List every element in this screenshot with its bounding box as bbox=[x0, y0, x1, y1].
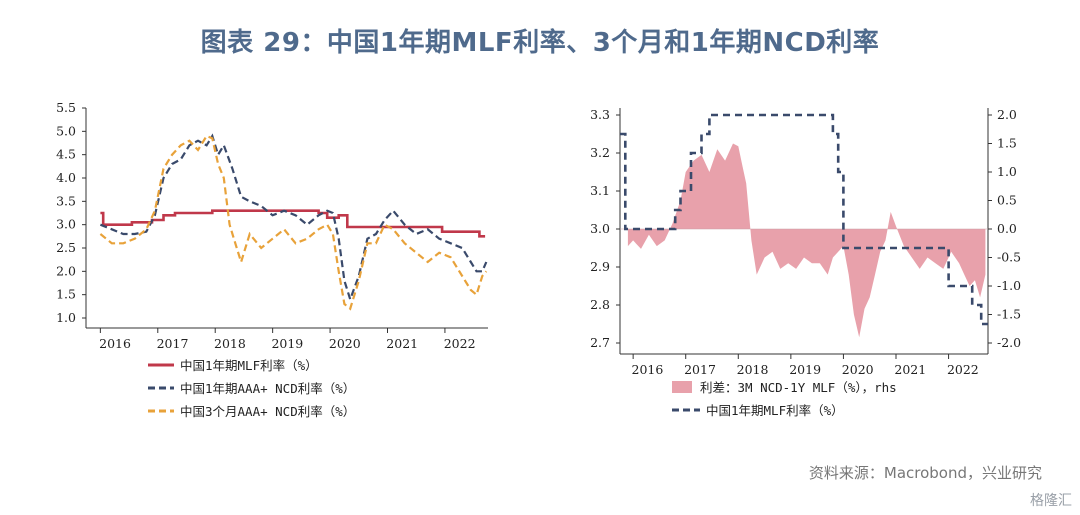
left-ytick-label: 3.5 bbox=[56, 193, 76, 208]
right-y2tick-label: -1.5 bbox=[997, 307, 1021, 322]
right-y2tick-label: 0.5 bbox=[997, 193, 1017, 208]
right-xtick-label: 2020 bbox=[842, 362, 874, 377]
left-legend-label-1: 中国1年期AAA+ NCD利率（%） bbox=[180, 381, 355, 396]
left-xtick-label: 2021 bbox=[386, 336, 418, 351]
right-ytick-label: 3.2 bbox=[590, 145, 610, 160]
left-legend-label-0: 中国1年期MLF利率（%） bbox=[180, 358, 318, 373]
right-legend-swatch-0 bbox=[672, 381, 692, 393]
left-xtick-label: 2017 bbox=[157, 336, 189, 351]
right-xtick-label: 2021 bbox=[894, 362, 926, 377]
right-xtick-label: 2019 bbox=[789, 362, 821, 377]
left-ytick-label: 3.0 bbox=[56, 217, 76, 232]
left-xtick-label: 2018 bbox=[214, 336, 246, 351]
left-ytick-label: 4.0 bbox=[56, 170, 76, 185]
right-y2tick-label: -1.0 bbox=[997, 278, 1021, 293]
right-legend-label-0: 利差：3M NCD-1Y MLF（%），rhs bbox=[700, 380, 897, 395]
right-y2tick-label: 0.0 bbox=[997, 221, 1017, 236]
right-ytick-label: 3.0 bbox=[590, 221, 610, 236]
right-ytick-label: 3.1 bbox=[590, 183, 610, 198]
left-ytick-label: 1.0 bbox=[56, 310, 76, 325]
left-ytick-label: 5.5 bbox=[56, 100, 76, 115]
left-xtick-label: 2016 bbox=[99, 336, 131, 351]
right-y2tick-label: -0.5 bbox=[997, 250, 1021, 265]
right-legend-label-1: 中国1年期MLF利率（%） bbox=[706, 403, 844, 418]
page-title: 图表 29：中国1年期MLF利率、3个月和1年期NCD利率 bbox=[200, 28, 880, 58]
left-ytick-label: 2.0 bbox=[56, 263, 76, 278]
right-y2tick-label: 2.0 bbox=[997, 107, 1017, 122]
right-xtick-label: 2017 bbox=[684, 362, 716, 377]
left-ytick-label: 4.5 bbox=[56, 147, 76, 162]
left-ytick-label: 2.5 bbox=[56, 240, 76, 255]
right-spread-area bbox=[627, 143, 986, 338]
right-mlf-line bbox=[620, 113, 988, 326]
left-series-line-1 bbox=[99, 133, 488, 303]
right-xtick-label: 2022 bbox=[947, 362, 979, 377]
left-xtick-label: 2022 bbox=[444, 336, 476, 351]
left-legend-label-2: 中国3个月AAA+ NCD利率（%） bbox=[180, 404, 355, 419]
left-chart: 5.5 5.0 4.5 4.0 3.5 3.0 2.5 2.0 1.5 1.0 2016 2017 2… bbox=[56, 100, 488, 419]
left-series-line-0 bbox=[100, 209, 486, 238]
right-chart: 3.3 3.2 3.1 3.0 2.9 2.8 2.7 2.0 1.5 1.0 0.5 0.0 -0.… bbox=[590, 107, 1021, 418]
left-ytick-label: 5.0 bbox=[56, 123, 76, 138]
left-series-line-2 bbox=[99, 134, 488, 311]
source-note: 资料来源：Macrobond，兴业研究 bbox=[808, 464, 1042, 482]
right-y2tick-label: -2.0 bbox=[997, 335, 1021, 350]
right-y2tick-label: 1.5 bbox=[997, 136, 1017, 151]
right-ytick-label: 2.8 bbox=[590, 297, 610, 312]
right-xtick-label: 2016 bbox=[632, 362, 664, 377]
right-xtick-label: 2018 bbox=[737, 362, 769, 377]
left-ytick-label: 1.5 bbox=[56, 287, 76, 302]
left-xtick-label: 2019 bbox=[271, 336, 303, 351]
right-ytick-label: 2.9 bbox=[590, 259, 610, 274]
right-ytick-label: 3.3 bbox=[590, 107, 610, 122]
watermark: 格隆汇 bbox=[1030, 493, 1072, 509]
right-y2tick-label: 1.0 bbox=[997, 164, 1017, 179]
left-xtick-label: 2020 bbox=[329, 336, 361, 351]
right-ytick-label: 2.7 bbox=[590, 335, 610, 350]
